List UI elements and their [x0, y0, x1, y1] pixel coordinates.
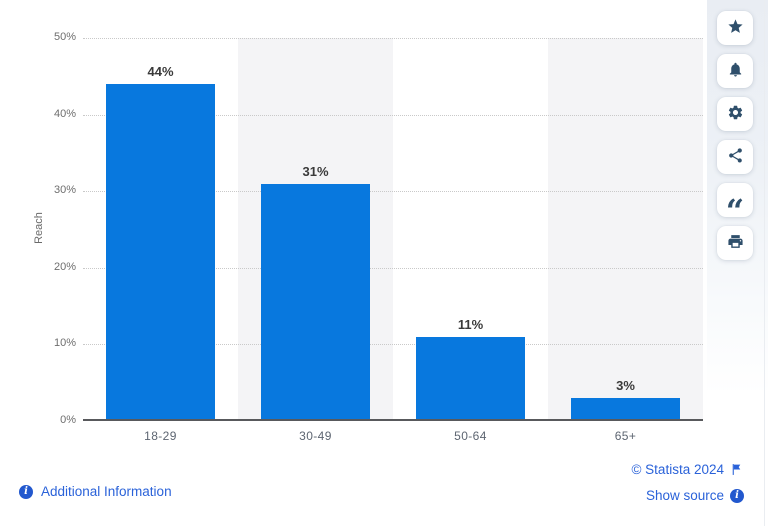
bar-value-label: 3% [616, 378, 635, 394]
x-axis-ticks: 18-29 30-49 50-64 65+ [83, 429, 703, 445]
notifications-button[interactable] [717, 54, 753, 88]
gridline [83, 114, 703, 116]
printer-icon [727, 233, 744, 253]
share-button[interactable] [717, 140, 753, 174]
x-tick-label: 30-49 [299, 429, 332, 443]
toolbar-strip: “ [707, 0, 768, 526]
additional-information-label: Additional Information [41, 484, 172, 499]
x-tick-label: 65+ [614, 429, 637, 443]
bar-65+ [571, 398, 680, 421]
info-icon: i [730, 488, 744, 503]
show-source-label: Show source [645, 488, 724, 503]
x-tick-label: 50-64 [454, 429, 487, 443]
gridline [83, 191, 703, 193]
gridline [83, 344, 703, 346]
print-button[interactable] [717, 226, 753, 260]
statista-copyright-link[interactable]: © Statista 2024 [631, 462, 743, 477]
bar-value-label: 44% [147, 63, 174, 79]
y-axis-ticks: 50% 40% 30% 20% 10% 0% [30, 0, 76, 526]
favorite-button[interactable] [717, 11, 753, 45]
y-tick-label: 30% [53, 184, 76, 197]
bar-value-label: 11% [457, 316, 484, 332]
x-axis-line [83, 419, 703, 421]
y-tick-label: 20% [53, 260, 76, 273]
y-tick-label: 50% [53, 31, 76, 43]
star-icon [727, 18, 744, 38]
category-band [548, 38, 703, 421]
gridline [83, 267, 703, 269]
cite-button[interactable]: “ [717, 183, 753, 227]
y-tick-label: 0% [60, 414, 76, 426]
flag-icon [730, 463, 743, 476]
show-source-link[interactable]: Show source i [646, 488, 744, 503]
bar-18-29 [106, 83, 215, 421]
additional-information-link[interactable]: i Additional Information [19, 484, 172, 499]
gear-icon [727, 104, 744, 124]
chart-toolbar: “ [717, 11, 753, 260]
copyright-label: © Statista 2024 [631, 462, 724, 477]
strip-divider [764, 0, 765, 526]
gridline [83, 38, 703, 39]
y-tick-label: 10% [53, 337, 76, 350]
plot-area: 44% 31% 11% 3% [83, 38, 703, 421]
bar-50-64 [416, 336, 525, 421]
x-tick-label: 18-29 [144, 429, 177, 443]
share-icon [727, 147, 744, 167]
bell-icon [727, 61, 744, 81]
settings-button[interactable] [717, 97, 753, 131]
bar-value-label: 31% [302, 163, 329, 179]
info-icon: i [19, 484, 33, 499]
bar-30-49 [261, 183, 370, 421]
y-tick-label: 40% [53, 107, 76, 120]
